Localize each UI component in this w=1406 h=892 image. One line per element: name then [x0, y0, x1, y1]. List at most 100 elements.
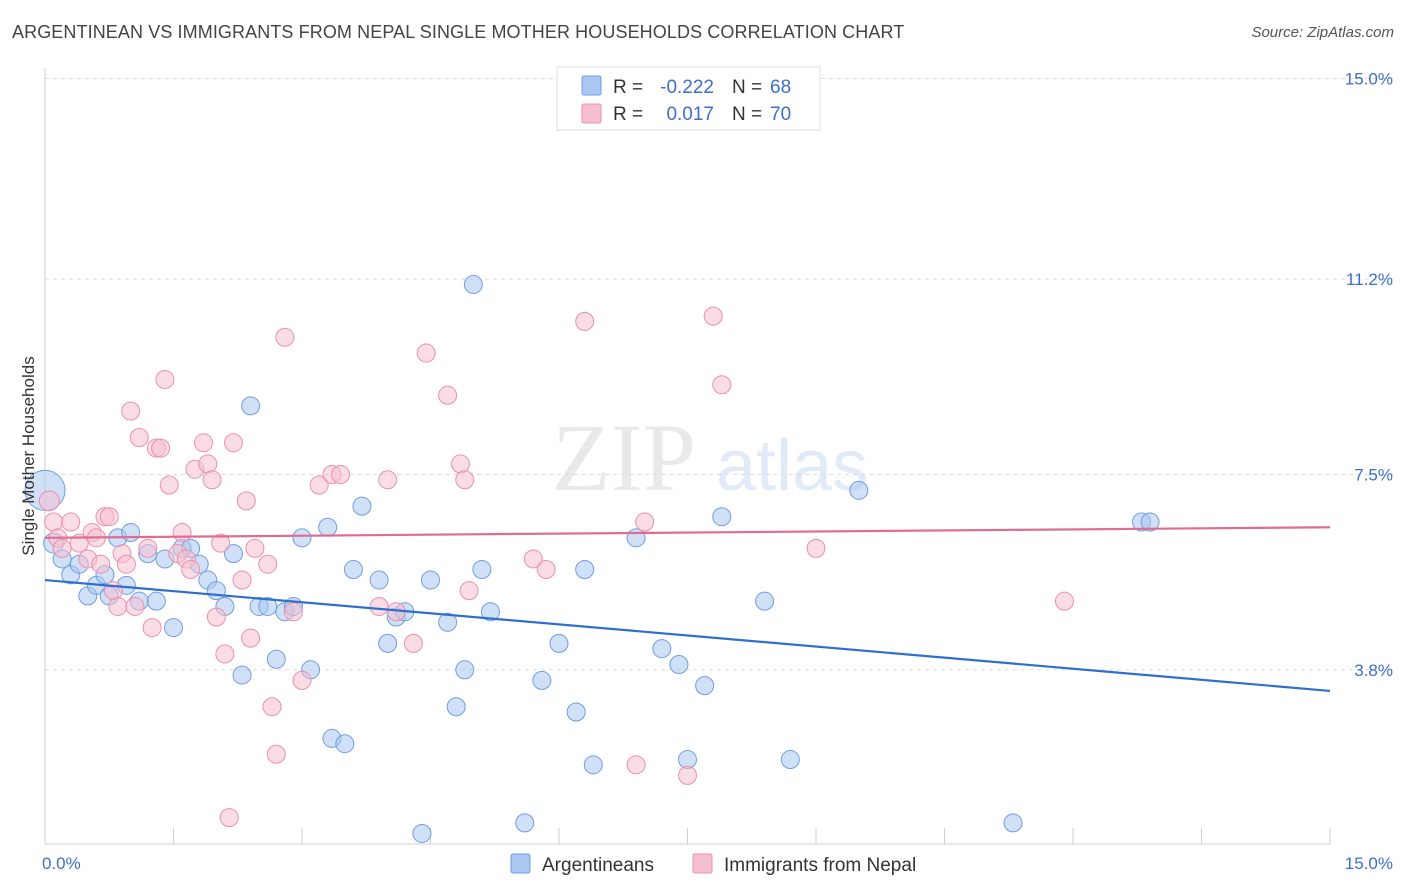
point-nepal-32 [202, 470, 222, 490]
point-nepal-52 [378, 470, 398, 490]
source-credit: Source: ZipAtlas.com [1251, 24, 1394, 41]
point-argentineans-49 [480, 602, 500, 622]
point-argentineans-52 [549, 633, 569, 653]
point-argentineans-48 [472, 559, 492, 579]
trend-line-argentineans [44, 578, 1331, 693]
point-nepal-47 [292, 670, 312, 690]
legend-label-nepal: Immigrants from Nepal [724, 855, 916, 876]
point-nepal-0 [38, 490, 60, 512]
point-argentineans-65 [1003, 813, 1023, 833]
point-argentineans-67 [1140, 512, 1160, 532]
point-nepal-28 [181, 559, 201, 579]
point-argentineans-33 [318, 517, 338, 537]
point-nepal-43 [262, 697, 282, 717]
point-nepal-33 [206, 607, 226, 627]
point-nepal-36 [219, 808, 239, 828]
point-argentineans-39 [378, 633, 398, 653]
point-nepal-15 [116, 554, 136, 574]
point-argentineans-63 [780, 750, 800, 770]
point-nepal-9 [91, 554, 111, 574]
point-argentineans-31 [292, 528, 312, 548]
point-argentineans-38 [369, 570, 389, 590]
stats-legend-swatch-argentineans [581, 75, 602, 96]
point-argentineans-28 [266, 649, 286, 669]
watermark-zip: ZIP [552, 404, 696, 511]
point-nepal-54 [403, 633, 423, 653]
y-axis-title: Single Mother Households [19, 356, 38, 555]
point-nepal-45 [275, 327, 295, 347]
stats-r-label-2: R = [613, 104, 643, 125]
point-argentineans-55 [583, 755, 603, 775]
point-nepal-67 [712, 375, 732, 395]
point-nepal-13 [108, 596, 128, 616]
stats-n-value-2: 70 [770, 104, 791, 125]
point-nepal-46 [283, 602, 303, 622]
point-nepal-4 [61, 512, 81, 532]
point-argentineans-37 [352, 496, 372, 516]
point-nepal-20 [142, 618, 162, 638]
stats-n-label-1: N = [732, 77, 762, 98]
point-nepal-3 [52, 538, 72, 558]
point-nepal-26 [172, 523, 192, 543]
point-nepal-23 [155, 369, 175, 389]
stats-r-value-1: -0.222 [660, 77, 714, 98]
point-argentineans-50 [515, 813, 535, 833]
point-argentineans-61 [712, 507, 732, 527]
point-nepal-63 [626, 755, 646, 775]
point-nepal-61 [536, 559, 556, 579]
point-nepal-16 [121, 401, 141, 421]
point-nepal-22 [151, 438, 171, 458]
point-nepal-11 [99, 507, 119, 527]
stats-r-label-1: R = [613, 77, 643, 98]
point-nepal-18 [129, 428, 149, 448]
point-nepal-55 [416, 343, 436, 363]
point-argentineans-36 [343, 559, 363, 579]
stats-n-value-1: 68 [770, 77, 791, 98]
point-argentineans-46 [455, 660, 475, 680]
point-nepal-59 [459, 581, 479, 601]
y-tick-label-1: 7.5% [1354, 465, 1393, 484]
series-legend: Argentineans Immigrants from Nepal [510, 853, 916, 876]
x-tick-label-max: 15.0% [1345, 854, 1393, 873]
point-nepal-51 [369, 596, 389, 616]
point-nepal-30 [193, 433, 213, 453]
point-nepal-50 [331, 464, 351, 484]
watermark: ZIP atlas [552, 404, 868, 511]
point-nepal-68 [806, 538, 826, 558]
stats-n-label-2: N = [732, 104, 762, 125]
point-argentineans-21 [206, 581, 226, 601]
point-argentineans-27 [258, 596, 278, 616]
y-tick-label-3: 15.0% [1345, 70, 1393, 89]
point-argentineans-64 [849, 480, 869, 500]
point-nepal-57 [450, 454, 470, 474]
point-nepal-40 [241, 628, 261, 648]
point-argentineans-35 [335, 734, 355, 754]
point-argentineans-23 [223, 544, 243, 564]
y-tick-labels: 3.8% 7.5% 11.2% 15.0% [1345, 70, 1393, 680]
stats-legend: R = -0.222 N = 68 R = 0.017 N = 70 [556, 66, 821, 131]
trend-lines [44, 526, 1331, 693]
point-argentineans-24 [232, 665, 252, 685]
legend-swatch-nepal [692, 853, 713, 874]
point-nepal-17 [125, 596, 145, 616]
point-nepal-1 [44, 512, 64, 532]
point-argentineans-60 [695, 676, 715, 696]
point-nepal-66 [703, 306, 723, 326]
y-tick-label-0: 3.8% [1354, 661, 1393, 680]
point-argentineans-43 [421, 570, 440, 590]
trend-line-nepal [44, 526, 1331, 539]
point-nepal-39 [236, 491, 256, 511]
point-nepal-12 [104, 581, 124, 601]
point-nepal-58 [455, 470, 475, 490]
point-argentineans-56 [626, 528, 646, 548]
point-nepal-41 [245, 538, 265, 558]
point-argentineans-51 [532, 670, 552, 690]
point-argentineans-58 [669, 655, 689, 675]
point-nepal-62 [575, 311, 595, 331]
point-nepal-34 [211, 533, 231, 553]
point-nepal-44 [266, 744, 286, 764]
point-nepal-69 [1054, 591, 1074, 611]
point-argentineans-16 [164, 618, 183, 638]
x-tick-label-min: 0.0% [42, 854, 81, 873]
point-nepal-64 [635, 512, 655, 532]
